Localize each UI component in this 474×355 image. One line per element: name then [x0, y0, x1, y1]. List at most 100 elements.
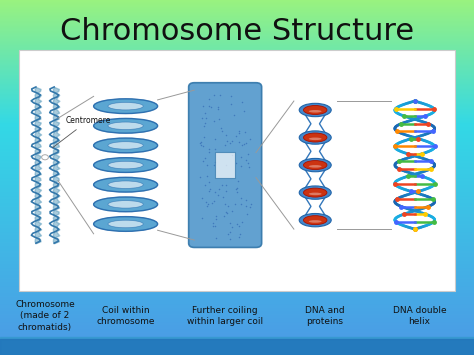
Point	[210, 198, 218, 204]
Point	[214, 192, 222, 198]
Ellipse shape	[299, 186, 331, 199]
Point	[232, 133, 240, 139]
Ellipse shape	[108, 220, 143, 228]
FancyBboxPatch shape	[215, 152, 235, 178]
Point	[237, 201, 245, 206]
Point	[236, 129, 243, 134]
Point	[203, 203, 211, 208]
Ellipse shape	[93, 138, 157, 153]
Point	[211, 137, 219, 142]
Ellipse shape	[93, 158, 157, 173]
Point	[201, 110, 209, 116]
Point	[232, 160, 240, 166]
Point	[206, 186, 214, 192]
Circle shape	[42, 155, 48, 160]
Ellipse shape	[309, 137, 321, 140]
Point	[220, 213, 228, 218]
Ellipse shape	[93, 178, 157, 192]
Point	[230, 112, 237, 118]
Point	[244, 160, 252, 166]
Point	[218, 125, 225, 131]
Point	[246, 204, 254, 209]
Point	[223, 211, 231, 216]
Ellipse shape	[93, 119, 157, 133]
Text: DNA and
proteins: DNA and proteins	[305, 306, 345, 326]
Point	[211, 146, 219, 152]
Point	[228, 152, 236, 158]
Point	[236, 231, 244, 237]
Point	[210, 163, 218, 168]
Point	[199, 158, 207, 164]
Point	[205, 149, 212, 154]
Point	[221, 201, 228, 207]
Point	[198, 195, 205, 201]
Point	[242, 203, 249, 209]
Point	[228, 224, 236, 230]
Ellipse shape	[309, 193, 321, 195]
Ellipse shape	[299, 131, 331, 144]
Point	[204, 162, 211, 168]
Point	[210, 220, 217, 225]
Point	[216, 186, 223, 192]
Ellipse shape	[108, 181, 143, 189]
Point	[236, 223, 243, 229]
Point	[211, 189, 219, 195]
Point	[212, 223, 219, 229]
Point	[227, 236, 234, 241]
Point	[209, 223, 216, 229]
Ellipse shape	[303, 105, 327, 114]
Point	[214, 106, 221, 112]
Point	[234, 189, 241, 195]
Point	[206, 103, 213, 109]
Point	[197, 142, 205, 148]
Point	[212, 213, 220, 218]
Ellipse shape	[299, 213, 331, 227]
Point	[203, 173, 211, 179]
Point	[200, 134, 208, 140]
Point	[227, 220, 234, 226]
Point	[227, 141, 234, 146]
Point	[241, 129, 248, 135]
Ellipse shape	[93, 178, 157, 192]
Point	[243, 197, 250, 203]
Ellipse shape	[108, 103, 143, 110]
Point	[228, 208, 236, 213]
Point	[233, 185, 241, 190]
Point	[238, 142, 246, 148]
Point	[201, 123, 208, 129]
Ellipse shape	[108, 201, 143, 208]
Ellipse shape	[93, 138, 157, 153]
Point	[227, 102, 235, 107]
Point	[218, 182, 226, 188]
Point	[222, 182, 229, 188]
Point	[233, 222, 241, 227]
Point	[246, 136, 254, 141]
Point	[240, 108, 248, 114]
Point	[208, 201, 216, 206]
Point	[227, 93, 235, 99]
Point	[215, 116, 222, 122]
Bar	[19, 50, 455, 291]
Ellipse shape	[309, 110, 321, 113]
Point	[236, 234, 243, 240]
Point	[204, 201, 212, 207]
Point	[223, 188, 230, 194]
Point	[245, 164, 252, 169]
Point	[221, 142, 228, 148]
Text: Further coiling
within larger coil: Further coiling within larger coil	[187, 306, 263, 326]
Point	[224, 138, 231, 144]
Point	[223, 132, 230, 138]
Point	[210, 92, 218, 98]
Point	[242, 141, 249, 146]
Text: Chromosome Structure: Chromosome Structure	[60, 17, 414, 47]
Ellipse shape	[93, 197, 157, 212]
Point	[232, 186, 240, 192]
Point	[235, 178, 242, 184]
Point	[207, 104, 215, 109]
Point	[217, 92, 224, 97]
Point	[211, 159, 219, 165]
Ellipse shape	[303, 216, 327, 225]
Ellipse shape	[299, 103, 331, 117]
Point	[236, 131, 243, 136]
Point	[212, 235, 220, 241]
